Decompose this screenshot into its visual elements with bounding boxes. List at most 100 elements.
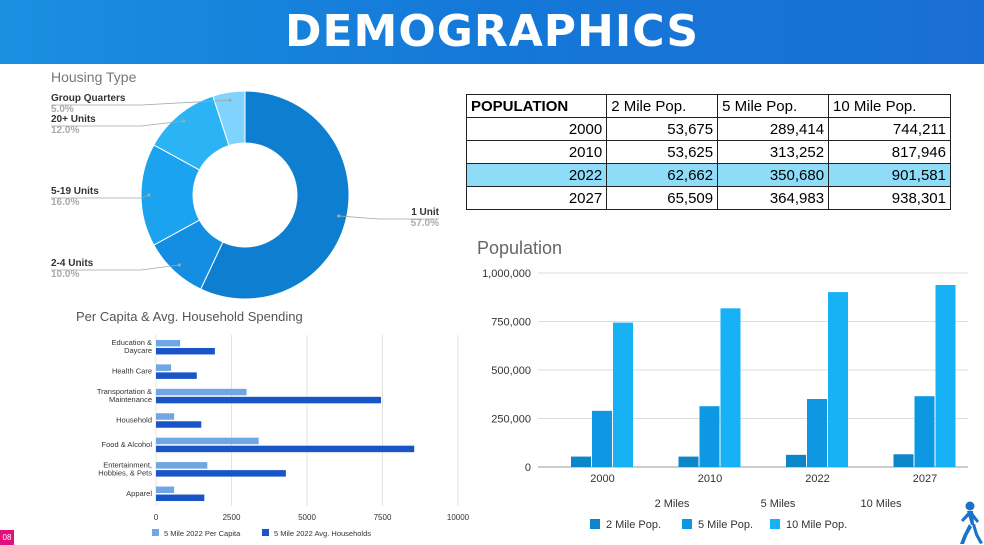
spend-bar bbox=[156, 445, 415, 453]
pop-bar bbox=[828, 292, 848, 467]
spend-bar bbox=[156, 347, 215, 355]
spend-bar bbox=[156, 486, 175, 494]
donut-slice bbox=[200, 90, 350, 300]
spending-chart-title: Per Capita & Avg. Household Spending bbox=[76, 309, 303, 324]
spend-xtick-label: 0 bbox=[154, 513, 159, 522]
spend-bar bbox=[156, 396, 381, 404]
spend-category-label: Hobbies, & Pets bbox=[98, 468, 152, 477]
table-cell-year: 2027 bbox=[465, 186, 608, 210]
spending-chart: Per Capita & Avg. Household Spending 0 25… bbox=[76, 309, 470, 538]
table-cell: 817,946 bbox=[828, 140, 951, 164]
table-cell-year: 2022 bbox=[465, 163, 608, 187]
spend-bar bbox=[156, 339, 181, 347]
pop-bar bbox=[678, 456, 699, 467]
table-row-highlighted: 2022 62,662 350,680 901,581 bbox=[465, 163, 951, 187]
spend-bar bbox=[156, 470, 286, 477]
donut-label: Group Quarters bbox=[51, 93, 126, 104]
pop-ytick-label: 1,000,000 bbox=[482, 268, 531, 280]
donut-leader-dot bbox=[337, 214, 341, 218]
table-cell: 901,581 bbox=[828, 163, 951, 187]
donut-leader-line bbox=[51, 120, 184, 127]
table-header: 5 Mile Pop. bbox=[717, 94, 830, 118]
pop-bar bbox=[893, 454, 914, 467]
donut-leader-dot bbox=[228, 98, 232, 102]
table-row: 2027 65,509 364,983 938,301 bbox=[465, 186, 951, 210]
spend-bar bbox=[156, 421, 202, 428]
table-cell-year: 2000 bbox=[465, 117, 608, 141]
donut-slice bbox=[212, 90, 246, 147]
donut-leader-dot bbox=[147, 193, 151, 197]
donut-label: 1 Unit bbox=[411, 207, 439, 218]
donut-leader-line bbox=[338, 215, 439, 220]
spend-category-label: Household bbox=[116, 416, 152, 425]
spend-legend-swatch bbox=[152, 529, 159, 536]
donut-value-label: 12.0% bbox=[51, 125, 79, 136]
donut-label: 5-19 Units bbox=[51, 186, 99, 197]
donut-leader-dot bbox=[177, 263, 181, 267]
spend-bar bbox=[156, 372, 197, 379]
donut-leader-line bbox=[51, 194, 150, 199]
spend-bar bbox=[156, 388, 247, 396]
pop-bar bbox=[914, 396, 935, 467]
spend-category-label: Apparel bbox=[126, 489, 152, 498]
spend-xtick-label: 5000 bbox=[298, 513, 316, 522]
spend-bar bbox=[156, 494, 205, 502]
table-header: POPULATION bbox=[465, 94, 608, 118]
page-number: 08 bbox=[0, 530, 14, 545]
pop-legend-swatch bbox=[770, 519, 780, 529]
table-header: 2 Mile Pop. bbox=[606, 94, 719, 118]
table-cell: 364,983 bbox=[717, 186, 830, 210]
table-cell: 938,301 bbox=[828, 186, 951, 210]
table-cell: 289,414 bbox=[717, 117, 830, 141]
table-cell: 62,662 bbox=[606, 163, 719, 187]
walking-person-icon bbox=[960, 501, 983, 544]
table-cell: 744,211 bbox=[828, 117, 951, 141]
table-cell: 313,252 bbox=[717, 140, 830, 164]
donut-leader-dot bbox=[182, 119, 186, 123]
spend-bar bbox=[156, 364, 172, 371]
spend-bar bbox=[156, 413, 175, 420]
pop-category-label: 2010 bbox=[698, 473, 722, 485]
donut-label: 2-4 Units bbox=[51, 258, 94, 269]
spend-category-label: Entertainment, bbox=[103, 460, 152, 469]
table-cell: 53,675 bbox=[606, 117, 719, 141]
donut-leader-line bbox=[51, 264, 180, 271]
pop-group-label: 5 Miles bbox=[761, 498, 796, 510]
header-banner bbox=[0, 0, 984, 64]
donut-leader-line bbox=[51, 99, 231, 106]
table-cell: 65,509 bbox=[606, 186, 719, 210]
pop-group-label: 2 Miles bbox=[655, 498, 690, 510]
housing-type-title: Housing Type bbox=[51, 69, 137, 85]
pop-ytick-label: 750,000 bbox=[491, 317, 531, 329]
population-chart-title: Population bbox=[477, 238, 562, 258]
spend-category-label: Food & Alcohol bbox=[102, 440, 153, 449]
spend-category-label: Maintenance bbox=[109, 395, 152, 404]
spend-legend-swatch bbox=[262, 529, 269, 536]
table-cell: 350,680 bbox=[717, 163, 830, 187]
table-header-row: POPULATION 2 Mile Pop. 5 Mile Pop. 10 Mi… bbox=[465, 94, 951, 118]
spend-xtick-label: 7500 bbox=[374, 513, 392, 522]
pop-ytick-label: 250,000 bbox=[491, 414, 531, 426]
pop-ytick-label: 0 bbox=[525, 462, 531, 474]
pop-bar bbox=[699, 406, 720, 467]
pop-legend-label: 10 Mile Pop. bbox=[786, 519, 847, 531]
pop-bar bbox=[935, 284, 956, 467]
spend-xtick-label: 10000 bbox=[447, 513, 470, 522]
pop-bar bbox=[571, 456, 591, 467]
pop-bar bbox=[613, 322, 633, 467]
pop-ytick-label: 500,000 bbox=[491, 365, 531, 377]
donut-label: 20+ Units bbox=[51, 114, 96, 125]
donut-value-label: 57.0% bbox=[411, 218, 439, 229]
pop-bar bbox=[720, 308, 741, 467]
table-cell: 53,625 bbox=[606, 140, 719, 164]
table-cell-year: 2010 bbox=[465, 140, 608, 164]
spend-xtick-label: 2500 bbox=[223, 513, 241, 522]
spend-category-label: Education & bbox=[112, 338, 152, 347]
pop-category-label: 2022 bbox=[805, 473, 829, 485]
population-chart: Population 0 250,000 500,000 750,000 1,000,0… bbox=[477, 238, 968, 531]
population-table: POPULATION 2 Mile Pop. 5 Mile Pop. 10 Mi… bbox=[465, 94, 951, 210]
donut-value-label: 10.0% bbox=[51, 269, 79, 280]
spend-bar bbox=[156, 437, 259, 445]
pop-category-label: 2000 bbox=[590, 473, 614, 485]
pop-category-label: 2027 bbox=[913, 473, 937, 485]
